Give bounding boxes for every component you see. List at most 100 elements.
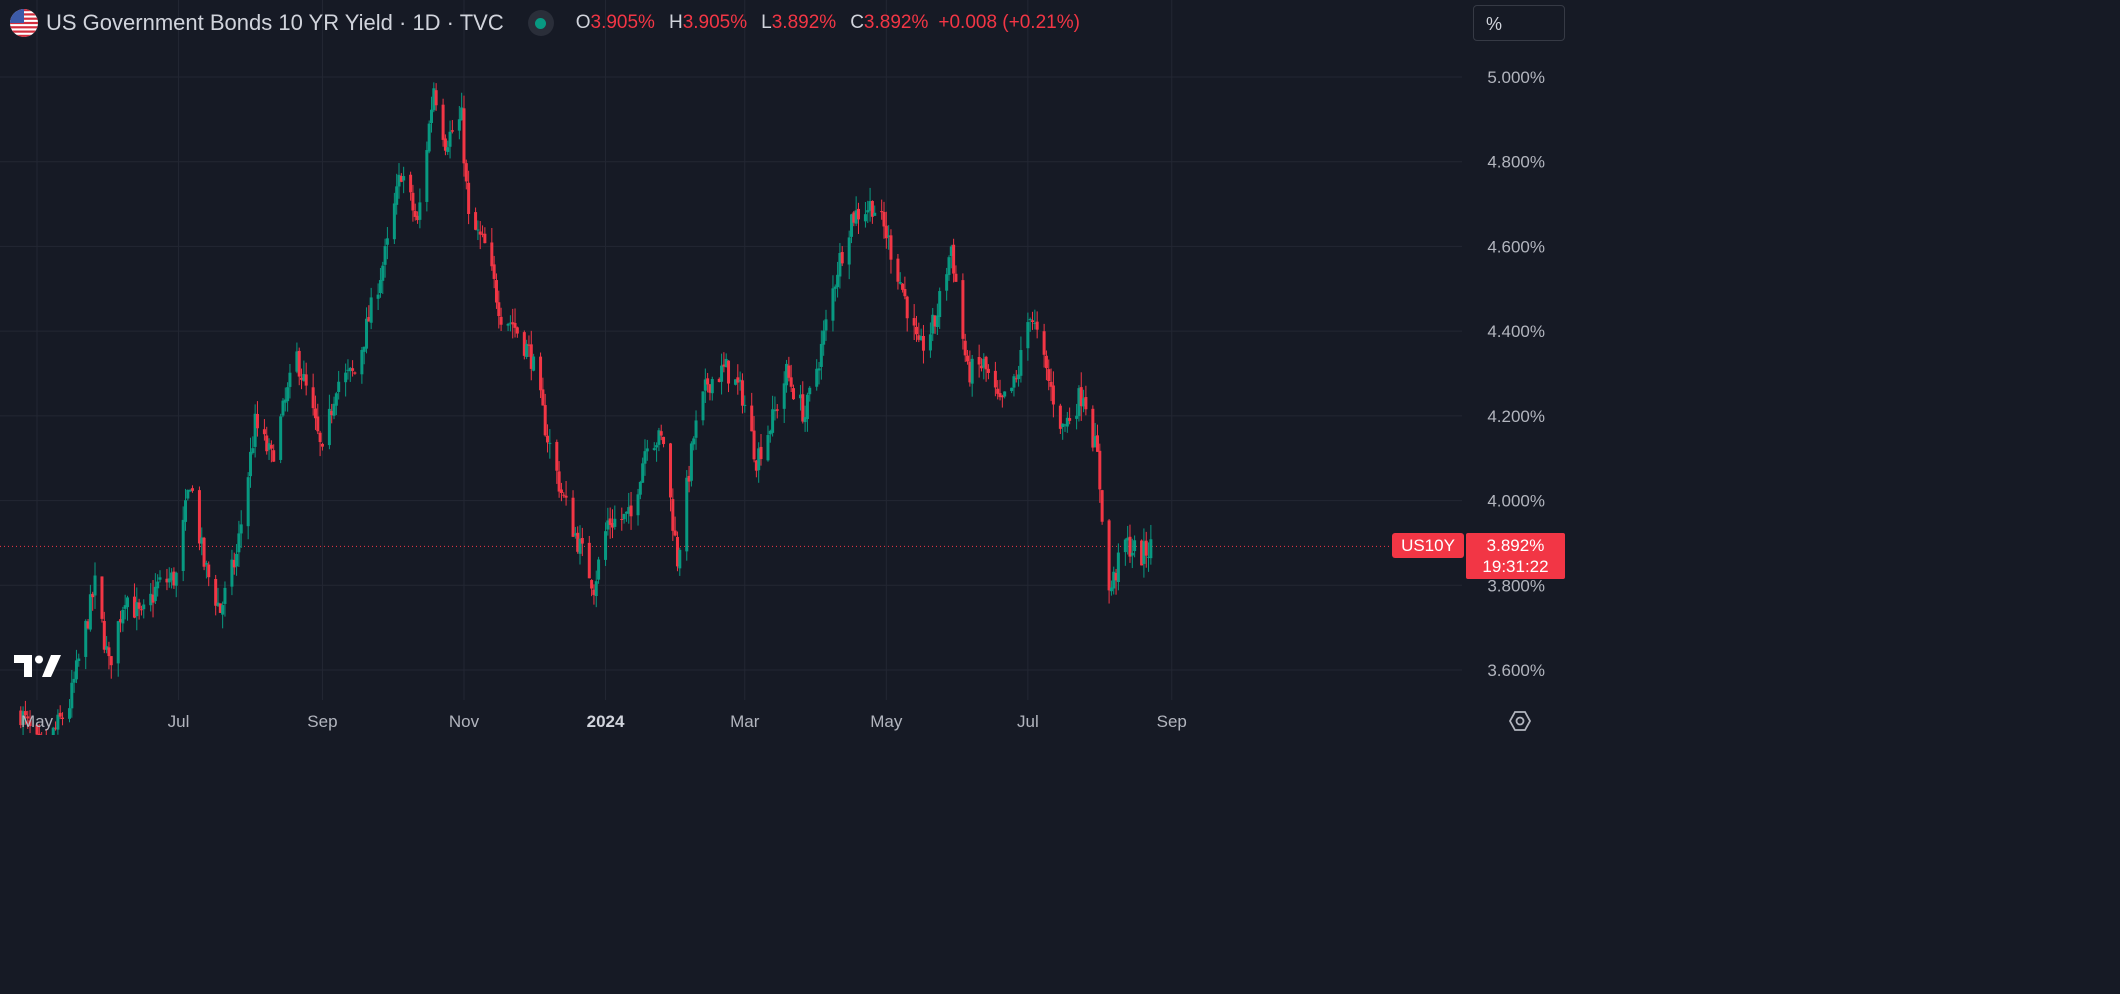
candle-body	[624, 511, 628, 514]
candle	[529, 330, 533, 381]
candle	[153, 573, 157, 605]
candle-body	[481, 233, 485, 235]
candle-body	[1035, 321, 1039, 330]
candle	[685, 470, 689, 561]
symbol-title[interactable]: US Government Bonds 10 YR Yield · 1D · T…	[46, 10, 504, 35]
candle	[86, 619, 90, 630]
candle-body	[385, 238, 389, 245]
candle-body	[564, 495, 568, 498]
candle	[246, 472, 250, 540]
candle	[803, 405, 807, 432]
candle	[996, 380, 1000, 400]
candle-body	[265, 435, 269, 452]
scale-mode-button[interactable]: %	[1473, 5, 1565, 41]
candle	[51, 726, 55, 735]
candle-body	[255, 414, 259, 429]
candle	[945, 267, 949, 301]
candle-body	[798, 394, 802, 399]
time-axis: May Jul Sep Nov 2024 Mar May Jul Sep	[21, 712, 1187, 731]
candle-body	[184, 500, 188, 522]
candle	[590, 579, 594, 597]
candle-body	[272, 450, 276, 462]
candle-body	[824, 319, 828, 331]
candle-body	[880, 211, 884, 213]
candle	[190, 485, 194, 493]
candle	[513, 308, 517, 338]
candle	[636, 488, 640, 526]
candle	[887, 225, 891, 250]
candle-body	[597, 559, 601, 580]
candle	[492, 255, 496, 289]
candle	[831, 275, 835, 332]
candle-body	[901, 283, 905, 290]
candle-body	[478, 231, 482, 235]
candle	[752, 416, 756, 463]
high-value: 3.905%	[682, 12, 748, 33]
candle-body	[831, 288, 835, 321]
candle	[1116, 543, 1120, 591]
candle-body	[917, 335, 921, 340]
candle	[613, 505, 617, 530]
candle	[822, 320, 826, 356]
candle	[365, 307, 369, 354]
candle-body	[170, 572, 174, 581]
last-price-axis-label: 3.892% 19:31:22	[1466, 533, 1565, 579]
candle	[346, 359, 350, 380]
candle	[515, 326, 519, 338]
settings-gear-icon[interactable]	[1508, 709, 1532, 738]
candle	[1063, 423, 1067, 432]
candle-body	[190, 488, 194, 491]
candle	[986, 364, 990, 380]
candle	[657, 427, 661, 452]
candle	[966, 349, 970, 365]
candle-body	[54, 727, 58, 729]
candle	[460, 92, 464, 121]
candle-body	[933, 315, 937, 327]
candle-body	[979, 365, 983, 369]
candle	[798, 384, 802, 411]
candle	[411, 184, 415, 222]
candle-body	[887, 235, 891, 237]
candle	[678, 547, 682, 576]
candle-body	[221, 605, 225, 615]
candle-body	[35, 724, 39, 735]
candle-body	[262, 429, 266, 435]
candle-body	[1061, 423, 1065, 428]
candle	[789, 364, 793, 393]
candle	[132, 583, 136, 619]
candle-body	[72, 678, 76, 683]
candle	[483, 227, 487, 244]
candle-body	[1147, 556, 1151, 558]
candle	[474, 207, 478, 231]
candle-body	[1112, 571, 1116, 589]
candle	[727, 360, 731, 393]
candle	[1084, 385, 1088, 416]
candle-body	[214, 578, 218, 606]
candle-body	[474, 212, 478, 230]
candle-body	[694, 420, 698, 438]
candle	[223, 581, 227, 617]
candle	[214, 574, 218, 616]
candle-body	[497, 302, 501, 317]
candle-body	[928, 334, 932, 351]
candle	[866, 200, 870, 223]
candle-body	[961, 280, 965, 339]
candle	[269, 440, 273, 463]
candle	[151, 580, 155, 618]
candle-body	[119, 619, 123, 623]
chart-canvas[interactable]: 5.000% 4.800% 4.600% 4.400% 4.200% 4.000% 3.80…	[0, 0, 1568, 735]
candle-body	[460, 107, 464, 121]
candle	[297, 347, 301, 386]
price-tick-label: 5.000%	[1487, 68, 1545, 87]
candle	[880, 199, 884, 220]
candle	[172, 567, 176, 589]
candle-body	[1130, 552, 1134, 556]
market-status-icon[interactable]	[527, 10, 554, 36]
candle-body	[1000, 395, 1004, 398]
candle	[35, 723, 39, 735]
candle	[708, 384, 712, 401]
low-value: 3.892%	[771, 12, 837, 33]
candle-body	[675, 536, 679, 567]
tradingview-logo-icon[interactable]	[14, 655, 62, 684]
candle-body	[1093, 436, 1097, 448]
